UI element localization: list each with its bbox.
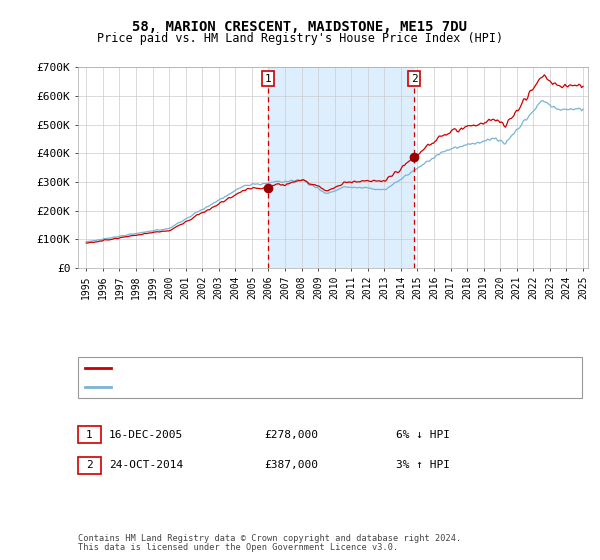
Text: 24-OCT-2014: 24-OCT-2014 [109, 460, 184, 470]
Text: 16-DEC-2005: 16-DEC-2005 [109, 430, 184, 440]
Text: 1: 1 [86, 430, 93, 440]
Text: HPI: Average price, detached house, Maidstone: HPI: Average price, detached house, Maid… [115, 382, 397, 391]
Text: 1: 1 [265, 74, 271, 83]
Text: 6% ↓ HPI: 6% ↓ HPI [396, 430, 450, 440]
Bar [268, 67, 414, 268]
Text: Price paid vs. HM Land Registry's House Price Index (HPI): Price paid vs. HM Land Registry's House … [97, 32, 503, 45]
Text: 3% ↑ HPI: 3% ↑ HPI [396, 460, 450, 470]
Text: £278,000: £278,000 [264, 430, 318, 440]
Text: 2: 2 [86, 460, 93, 470]
Text: 2: 2 [411, 74, 418, 83]
Text: 58, MARION CRESCENT, MAIDSTONE, ME15 7DU: 58, MARION CRESCENT, MAIDSTONE, ME15 7DU [133, 20, 467, 34]
Text: 58, MARION CRESCENT, MAIDSTONE, ME15 7DU (detached house): 58, MARION CRESCENT, MAIDSTONE, ME15 7DU… [115, 363, 472, 373]
Text: £387,000: £387,000 [264, 460, 318, 470]
Text: Contains HM Land Registry data © Crown copyright and database right 2024.: Contains HM Land Registry data © Crown c… [78, 534, 461, 543]
Text: This data is licensed under the Open Government Licence v3.0.: This data is licensed under the Open Gov… [78, 543, 398, 552]
